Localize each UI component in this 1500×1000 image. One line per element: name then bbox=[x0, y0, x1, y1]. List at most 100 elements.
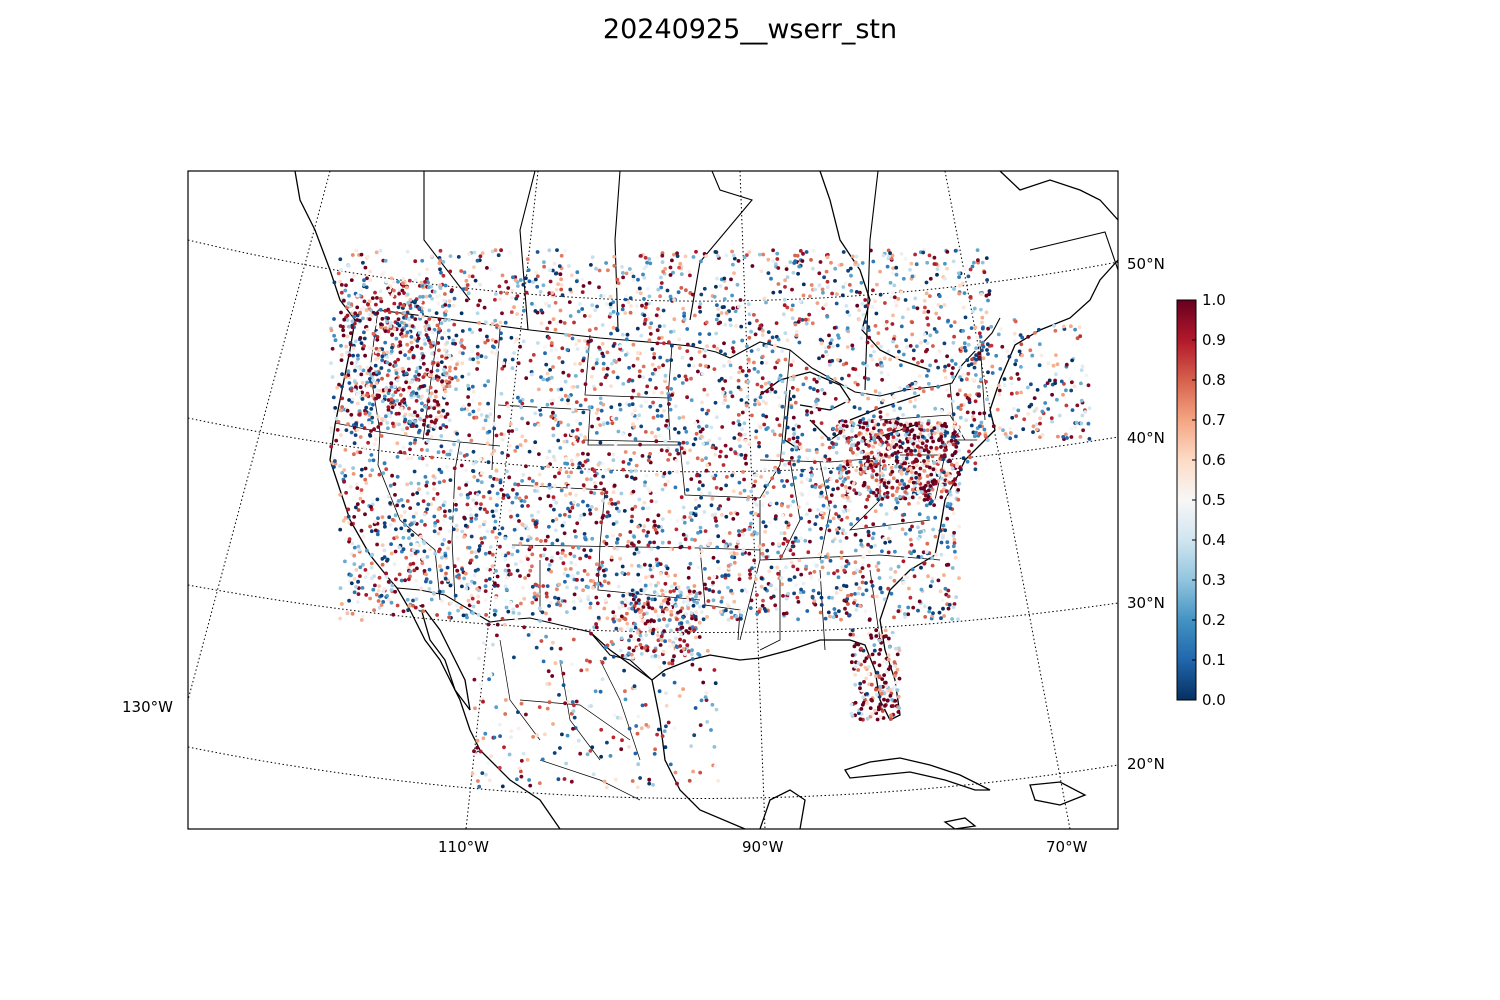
station-point bbox=[486, 401, 490, 406]
station-point bbox=[478, 506, 483, 511]
station-point bbox=[791, 552, 796, 557]
station-point bbox=[848, 266, 853, 271]
station-point bbox=[361, 260, 365, 265]
station-point bbox=[824, 269, 829, 274]
station-point bbox=[376, 588, 381, 593]
station-point bbox=[414, 578, 419, 583]
station-point bbox=[379, 603, 384, 607]
station-point bbox=[437, 549, 441, 554]
station-point bbox=[441, 503, 446, 508]
station-point bbox=[663, 482, 668, 487]
station-point bbox=[559, 253, 564, 258]
station-point bbox=[443, 348, 447, 352]
station-point bbox=[331, 395, 336, 400]
station-point bbox=[434, 496, 439, 501]
station-point bbox=[896, 609, 901, 614]
station-point bbox=[530, 301, 534, 306]
station-point bbox=[609, 469, 613, 474]
station-point bbox=[498, 480, 503, 485]
station-point bbox=[434, 311, 439, 315]
station-point bbox=[484, 578, 488, 583]
station-point bbox=[462, 454, 467, 458]
station-point bbox=[558, 467, 563, 472]
station-point bbox=[639, 254, 643, 258]
station-point bbox=[432, 406, 436, 411]
station-point bbox=[934, 311, 939, 316]
station-point bbox=[778, 433, 783, 437]
station-point bbox=[952, 602, 957, 606]
station-point bbox=[955, 392, 960, 397]
station-point bbox=[394, 422, 399, 426]
station-point bbox=[957, 275, 961, 279]
station-point bbox=[463, 523, 468, 528]
station-point bbox=[667, 509, 672, 514]
station-point bbox=[742, 477, 746, 482]
station-point bbox=[917, 374, 922, 378]
station-point bbox=[686, 575, 691, 580]
station-point bbox=[820, 442, 825, 447]
station-point bbox=[660, 253, 665, 258]
station-point bbox=[519, 536, 524, 541]
station-point bbox=[352, 515, 357, 519]
map-area[interactable] bbox=[188, 171, 1118, 829]
station-point bbox=[609, 405, 614, 410]
station-point bbox=[945, 540, 950, 545]
station-point bbox=[831, 487, 836, 492]
station-point bbox=[416, 481, 421, 486]
station-point bbox=[658, 562, 663, 566]
station-point bbox=[778, 290, 783, 294]
station-point bbox=[846, 489, 851, 493]
station-point bbox=[681, 440, 686, 445]
station-point bbox=[892, 428, 896, 433]
station-point bbox=[545, 402, 550, 407]
station-point bbox=[353, 433, 358, 437]
station-point bbox=[597, 345, 601, 350]
station-point bbox=[576, 503, 580, 507]
station-point bbox=[922, 561, 927, 566]
station-point bbox=[677, 346, 682, 350]
station-point bbox=[343, 516, 348, 520]
station-point bbox=[689, 477, 694, 481]
station-point bbox=[942, 614, 946, 618]
station-point bbox=[442, 479, 446, 483]
station-point bbox=[719, 599, 724, 604]
station-point bbox=[769, 276, 773, 281]
station-point bbox=[605, 510, 610, 515]
station-point bbox=[470, 349, 475, 354]
station-point bbox=[417, 487, 421, 492]
station-point bbox=[479, 502, 483, 506]
station-point bbox=[485, 334, 489, 339]
station-point bbox=[706, 599, 711, 603]
station-point bbox=[919, 555, 924, 559]
station-point bbox=[351, 353, 355, 358]
station-point bbox=[940, 440, 945, 445]
station-point bbox=[339, 267, 343, 272]
station-point bbox=[876, 397, 881, 401]
station-point bbox=[552, 261, 557, 266]
station-point bbox=[389, 276, 394, 281]
station-point bbox=[866, 529, 871, 534]
station-point bbox=[771, 290, 776, 295]
station-point bbox=[843, 281, 848, 286]
station-point bbox=[401, 276, 406, 281]
station-point bbox=[469, 558, 473, 563]
station-point bbox=[684, 288, 688, 293]
station-point bbox=[575, 427, 580, 432]
station-point bbox=[355, 318, 360, 322]
station-point bbox=[943, 448, 947, 453]
station-point bbox=[675, 519, 680, 523]
station-point bbox=[894, 442, 899, 447]
station-point bbox=[820, 565, 825, 570]
station-point bbox=[355, 428, 360, 432]
station-point bbox=[623, 311, 628, 315]
station-point bbox=[693, 421, 698, 425]
station-point bbox=[876, 331, 881, 335]
station-point bbox=[410, 380, 414, 384]
station-point bbox=[628, 457, 633, 462]
station-point bbox=[444, 425, 449, 429]
station-point bbox=[840, 483, 844, 487]
station-point bbox=[374, 381, 379, 385]
station-point bbox=[951, 533, 956, 538]
station-point bbox=[953, 477, 957, 481]
station-point bbox=[353, 311, 358, 316]
